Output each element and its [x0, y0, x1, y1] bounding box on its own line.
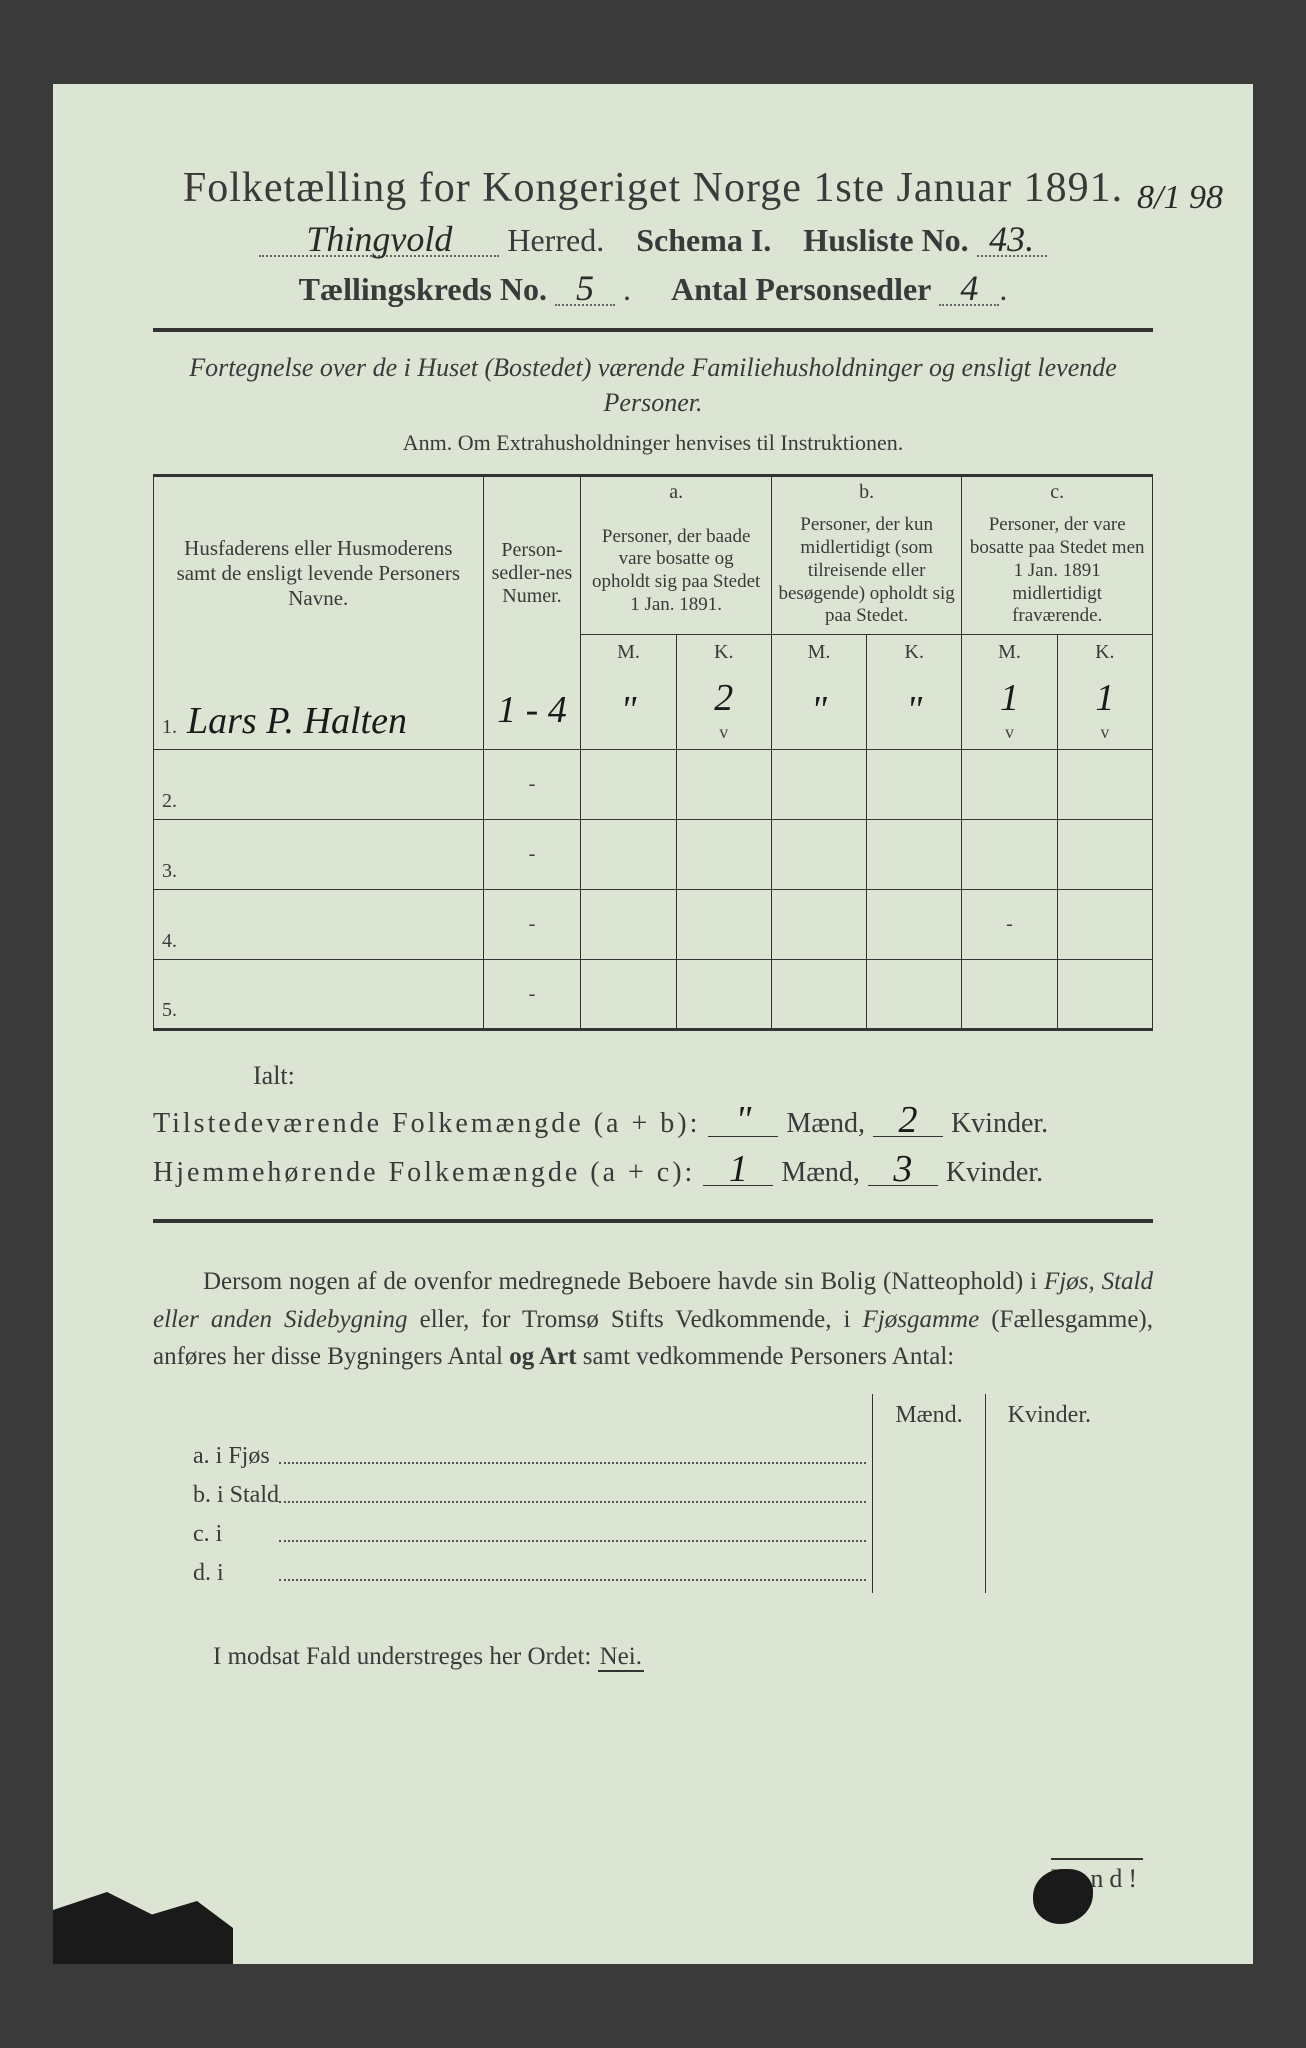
kreds-label: Tællingskreds No.: [299, 271, 547, 307]
row-num: 5.: [162, 999, 177, 1021]
fjos-row: d. i: [193, 1554, 1113, 1593]
cell-c-k: 1: [1095, 677, 1114, 719]
pnum-value: -: [483, 820, 581, 890]
tick-mark: v: [685, 722, 763, 743]
tilstede-m: ": [708, 1105, 778, 1136]
building-table: Mænd. Kvinder. a. i Fjøs b. i Stald c. i…: [193, 1394, 1113, 1593]
col-c-m: M.: [962, 635, 1057, 671]
pnum-value: -: [483, 960, 581, 1030]
cell-c-m: 1: [1000, 677, 1019, 719]
table-row: 4. - -: [154, 890, 1153, 960]
fjos-lead: c. i: [193, 1515, 279, 1554]
cell-c-m: -: [962, 890, 1057, 960]
husliste-field: 43.: [977, 223, 1047, 257]
cell-a-k: 2: [714, 677, 733, 719]
group-b-label: b.: [771, 476, 962, 509]
col-header-pnum: Person-sedler-nes Numer.: [483, 476, 581, 670]
household-table: Husfaderens eller Husmoderens samt de en…: [153, 474, 1153, 1031]
row-num: 4.: [162, 930, 177, 952]
col-c-k: K.: [1057, 635, 1152, 671]
para-t4: samt vedkommende Personers Antal:: [577, 1343, 955, 1370]
table-row: 5. -: [154, 960, 1153, 1030]
cell-b-k: ": [906, 689, 922, 731]
nei-line: I modsat Fald understreges her Ordet: Ne…: [213, 1643, 1153, 1671]
husliste-label: Husliste No.: [803, 222, 968, 258]
ialt-label: Ialt:: [253, 1061, 1153, 1091]
para-em2: Fjøsgamme: [863, 1306, 980, 1333]
row-name: Lars P. Halten: [187, 700, 407, 742]
col-b-k: K.: [867, 635, 962, 671]
row-num: 3.: [162, 860, 177, 882]
table-row: 1. Lars P. Halten 1 - 4 " 2 v " " 1 v 1 v: [154, 670, 1153, 750]
fjos-head-k: Kvinder.: [985, 1394, 1113, 1437]
herred-field: Thingvold: [259, 223, 499, 257]
tick-mark: v: [970, 722, 1048, 743]
tilstede-label: Tilstedeværende Folkemængde (a + b):: [153, 1108, 700, 1140]
kvinder-label: Kvinder.: [951, 1108, 1048, 1140]
kreds-field: 5: [555, 272, 615, 306]
hjemme-label: Hjemmehørende Folkemængde (a + c):: [153, 1157, 695, 1189]
group-a-desc: Personer, der baade vare bosatte og opho…: [581, 508, 772, 634]
fjos-lead: d. i: [193, 1554, 279, 1593]
hjemme-k: 3: [868, 1154, 938, 1185]
antal-field: 4: [939, 272, 999, 306]
tick-mark: v: [1066, 722, 1144, 743]
schema-label: Schema I.: [636, 222, 771, 258]
group-c-desc: Personer, der vare bosatte paa Stedet me…: [962, 508, 1153, 634]
maend-label: Mænd,: [786, 1108, 865, 1140]
cell-b-m: ": [811, 689, 827, 731]
col-a-m: M.: [581, 635, 676, 671]
nei-pre: I modsat Fald understreges her Ordet:: [213, 1643, 598, 1670]
fjos-lead: b. i Stald: [193, 1476, 279, 1515]
header-row-2: Tællingskreds No. 5 . Antal Personsedler…: [153, 271, 1153, 308]
row-num: 1.: [162, 716, 177, 738]
header-row-1: Thingvold Herred. Schema I. Husliste No.…: [153, 222, 1153, 259]
nei-word: Nei.: [598, 1643, 644, 1672]
divider: [153, 1219, 1153, 1223]
ink-spot: [1033, 1869, 1093, 1924]
torn-corner: [53, 1874, 233, 1964]
group-b-desc: Personer, der kun midlertidigt (som tilr…: [771, 508, 962, 634]
cell-a-m: ": [621, 689, 637, 731]
table-row: 3. -: [154, 820, 1153, 890]
page-title: Folketælling for Kongeriget Norge 1ste J…: [153, 164, 1153, 212]
para-bold: og Art: [509, 1343, 576, 1370]
sum-tilstede: Tilstedeværende Folkemængde (a + b): " M…: [153, 1105, 1153, 1140]
antal-label: Antal Personsedler: [671, 271, 931, 307]
pnum-value: -: [483, 890, 581, 960]
fjos-row: b. i Stald: [193, 1476, 1113, 1515]
maend-label: Mænd,: [781, 1157, 860, 1189]
group-a-label: a.: [581, 476, 772, 509]
divider: [153, 328, 1153, 332]
kvinder-label: Kvinder.: [946, 1157, 1043, 1189]
para-t2: eller, for Tromsø Stifts Vedkommende, i: [408, 1306, 863, 1333]
census-form-page: 8/1 98 Folketælling for Kongeriget Norge…: [53, 84, 1253, 1964]
table-row: 2. -: [154, 750, 1153, 820]
herred-label: Herred.: [507, 222, 604, 258]
sum-hjemme: Hjemmehørende Folkemængde (a + c): 1 Mæn…: [153, 1154, 1153, 1189]
instruction-paragraph: Dersom nogen af de ovenfor medregnede Be…: [153, 1263, 1153, 1376]
para-t1: Dersom nogen af de ovenfor medregnede Be…: [203, 1268, 1044, 1295]
fjos-row: a. i Fjøs: [193, 1437, 1113, 1476]
fjos-lead: a. i Fjøs: [193, 1437, 279, 1476]
pnum-value: -: [483, 750, 581, 820]
annotation-note: Anm. Om Extrahusholdninger henvises til …: [153, 430, 1153, 456]
fjos-row: c. i: [193, 1515, 1113, 1554]
row-num: 2.: [162, 790, 177, 812]
pnum-value: 1 - 4: [497, 689, 567, 731]
margin-annotation: 8/1 98: [1137, 179, 1223, 217]
group-c-label: c.: [962, 476, 1153, 509]
col-b-m: M.: [771, 635, 866, 671]
tilstede-k: 2: [873, 1105, 943, 1136]
col-header-names: Husfaderens eller Husmoderens samt de en…: [154, 476, 484, 670]
hjemme-m: 1: [703, 1154, 773, 1185]
form-subtitle: Fortegnelse over de i Huset (Bostedet) v…: [183, 350, 1123, 420]
col-a-k: K.: [676, 635, 771, 671]
fjos-head-m: Mænd.: [873, 1394, 985, 1437]
